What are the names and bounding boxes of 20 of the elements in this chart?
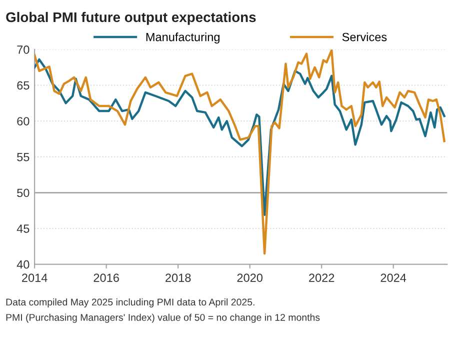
y-tick-label: 55	[17, 153, 30, 162]
legend-label: Manufacturing	[146, 32, 220, 44]
y-tick-label: 40	[16, 260, 30, 269]
x-tick-label: 2024	[380, 274, 406, 282]
x-tick-label: 2014	[22, 274, 48, 282]
x-tick-label: 2020	[237, 274, 263, 282]
y-tick-label: 45	[16, 224, 30, 233]
legend-label: Services	[342, 32, 387, 42]
text: Data compiled May 2025 including PMI data to April 2025.	[6, 298, 254, 308]
y-tick-label: 60	[17, 117, 30, 126]
line-series	[34, 49, 446, 255]
y-tick-label: 70	[17, 45, 30, 54]
x-tick-label: 2022	[309, 274, 334, 282]
y-tick-label: 65	[17, 81, 30, 90]
x-tick-label: 2016	[94, 274, 119, 282]
x-tick-label: 2018	[166, 274, 191, 282]
text: PMI (Purchasing Managers' Index) value of 50 = no change in 12 months	[6, 314, 320, 323]
line-series	[34, 58, 446, 216]
y-tick-label: 50	[17, 188, 30, 198]
chart-title: Global PMI future output expectations	[6, 12, 256, 25]
